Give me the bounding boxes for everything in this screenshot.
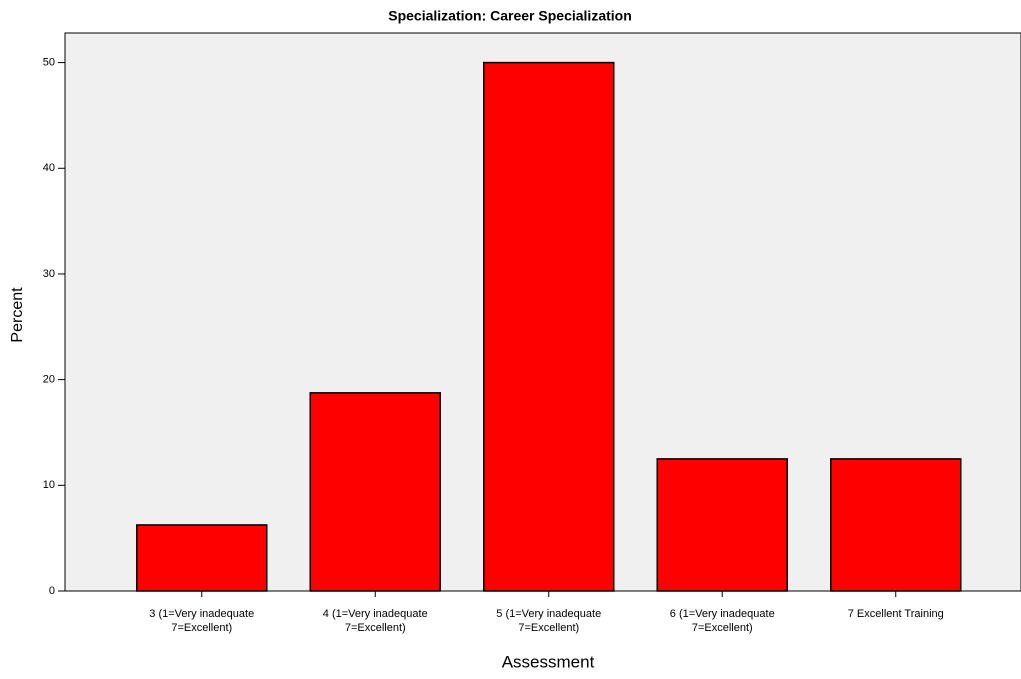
y-tick-label: 10 bbox=[43, 479, 55, 491]
x-tick-label: 7 Excellent Training bbox=[847, 608, 944, 620]
x-tick-label: 3 (1=Very inadequate 7=Excellent) bbox=[149, 608, 255, 634]
y-axis-label: Percent bbox=[9, 287, 26, 343]
y-tick-label: 30 bbox=[43, 268, 55, 280]
bar bbox=[136, 524, 268, 592]
y-tick-label: 50 bbox=[43, 56, 55, 68]
bar bbox=[309, 392, 441, 592]
x-tick-label: 5 (1=Very inadequate 7=Excellent) bbox=[496, 608, 602, 634]
bar bbox=[830, 458, 962, 592]
x-tick-label: 4 (1=Very inadequate 7=Excellent) bbox=[322, 608, 428, 634]
x-tick-label: 6 (1=Very inadequate 7=Excellent) bbox=[669, 608, 775, 634]
y-tick-label: 40 bbox=[43, 162, 55, 174]
bar bbox=[483, 61, 615, 592]
bar bbox=[656, 458, 788, 592]
x-axis-label: Assessment bbox=[502, 652, 595, 671]
y-tick-label: 20 bbox=[43, 374, 55, 386]
chart-title: Specialization: Career Specialization bbox=[388, 8, 632, 24]
y-tick-label: 0 bbox=[49, 585, 55, 597]
